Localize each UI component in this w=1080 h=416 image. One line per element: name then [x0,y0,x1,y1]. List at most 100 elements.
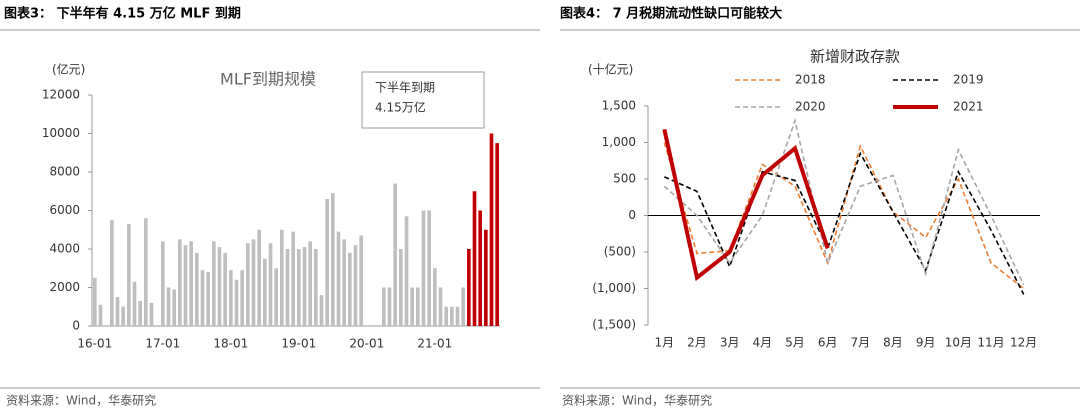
bar [138,300,142,326]
series-line [662,128,830,282]
x-tick-label: 8月 [883,336,903,350]
y-tick-label: 10000 [42,126,80,140]
bar [189,241,193,326]
bar [132,281,137,326]
annotation: 4.15万亿 [375,100,426,115]
bar [229,270,233,326]
bar [246,243,250,326]
x-tick-label: 3月 [720,336,740,350]
bar [297,249,301,326]
x-tick-label: 10月 [945,336,972,350]
bar [183,245,188,326]
bar [149,302,154,326]
bar [421,210,426,326]
x-tick-label: 19-01 [281,337,316,351]
bar [325,198,329,326]
x-tick-label: 20-01 [349,337,384,351]
bar [274,268,278,326]
chart-title: 新增财政存款 [810,48,900,66]
bar [240,270,244,326]
x-tick-label: 1月 [655,336,675,350]
x-tick-label: 4月 [753,336,773,350]
bar [450,306,454,326]
bar [302,247,307,326]
bar [161,241,165,326]
y-tick-label: (1,500) [592,318,636,332]
bar [433,268,437,326]
x-tick-label: 21-01 [417,337,452,351]
y-tick-label: 4000 [49,242,80,256]
y-tick-label: 8000 [49,165,80,179]
bar [217,247,222,326]
bar [200,270,205,326]
x-tick-label: 18-01 [213,337,248,351]
bar [495,143,499,326]
series-line [663,142,1025,290]
bar [93,277,97,326]
y-tick-label: 2000 [49,280,80,294]
bar [382,287,386,326]
bar [115,297,120,326]
bar [172,289,176,326]
x-tick-label: 11月 [977,336,1004,350]
bar [285,249,290,326]
heading: 图表4： 7 月税期流动性缺口可能较大 [560,6,782,22]
bar [314,249,318,326]
bar [110,220,114,326]
bar [257,229,261,326]
y-tick-label: 6000 [49,203,80,217]
bar [308,241,312,326]
x-tick-label: 12月 [1010,336,1037,350]
source: 资料来源：Wind，华泰研究 [562,393,712,408]
bar [387,287,392,326]
bar [410,287,414,326]
bar [291,231,295,326]
bar [98,304,103,326]
x-tick-label: 9月 [916,336,936,350]
y-label: (十亿元) [588,62,633,77]
y-tick-label: 0 [628,208,636,222]
bar [404,216,409,326]
bar [121,306,125,326]
bar [455,306,460,326]
legend-label: 2018 [795,73,826,87]
bar [319,295,324,326]
bar [195,252,199,326]
annotation: 下半年到期 [375,81,435,95]
y-tick-label: 12000 [42,88,80,102]
source: 资料来源：Wind，华泰研究 [6,393,156,408]
x-tick-label: 6月 [818,336,838,350]
y-tick-label: 0 [72,319,80,333]
bar [331,193,335,326]
bar [478,210,482,326]
y-tick-label: (500) [604,245,636,259]
bar [393,183,397,326]
bar [166,287,171,326]
bar [427,210,431,326]
bar [438,287,443,326]
y-tick-label: (1,000) [592,281,636,295]
bar [472,191,477,326]
bar [144,218,148,326]
x-tick-label: 5月 [785,336,805,350]
bar [489,133,494,326]
y-label: (亿元) [52,62,85,77]
bar [212,241,216,326]
y-tick-label: 500 [613,172,636,186]
y-tick-label: 1,000 [602,135,636,149]
bar [206,272,210,326]
bar [280,229,284,326]
x-tick-label: 2月 [687,336,707,350]
series-line [664,151,1025,295]
x-tick-label: 17-01 [145,337,180,351]
legend-label: 2019 [953,73,984,87]
bar [268,243,273,326]
bar [467,249,471,326]
bar [484,229,488,326]
bar [461,287,465,326]
bar [234,279,239,326]
legend-label: 2021 [953,100,984,114]
heading: 图表3： 下半年有 4.15 万亿 MLF 到期 [4,6,241,22]
bar [263,258,267,326]
